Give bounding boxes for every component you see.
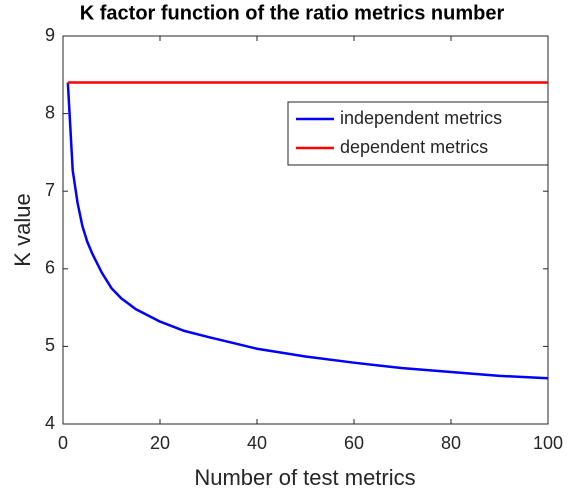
y-tick-label: 9 (45, 25, 55, 45)
y-tick-label: 6 (45, 258, 55, 278)
x-axis-label: Number of test metrics (194, 465, 415, 490)
y-tick-label: 4 (45, 413, 55, 433)
legend-label: dependent metrics (340, 137, 488, 157)
y-tick-label: 8 (45, 102, 55, 122)
x-tick-label: 40 (247, 433, 267, 453)
series-line (66, 82, 549, 380)
y-tick-label: 7 (45, 180, 55, 200)
plot-frame (62, 35, 549, 425)
chart-title: K factor function of the ratio metrics n… (80, 2, 505, 24)
x-tick-label: 60 (344, 433, 364, 453)
legend-box (287, 101, 549, 166)
x-tick-label: 80 (441, 433, 461, 453)
x-tick-label: 0 (58, 433, 68, 453)
x-tick-label: 20 (150, 433, 170, 453)
y-axis-label: K value (10, 193, 35, 266)
y-tick-label: 5 (45, 335, 55, 355)
x-tick-label: 100 (533, 433, 563, 453)
legend-label: independent metrics (340, 108, 502, 128)
